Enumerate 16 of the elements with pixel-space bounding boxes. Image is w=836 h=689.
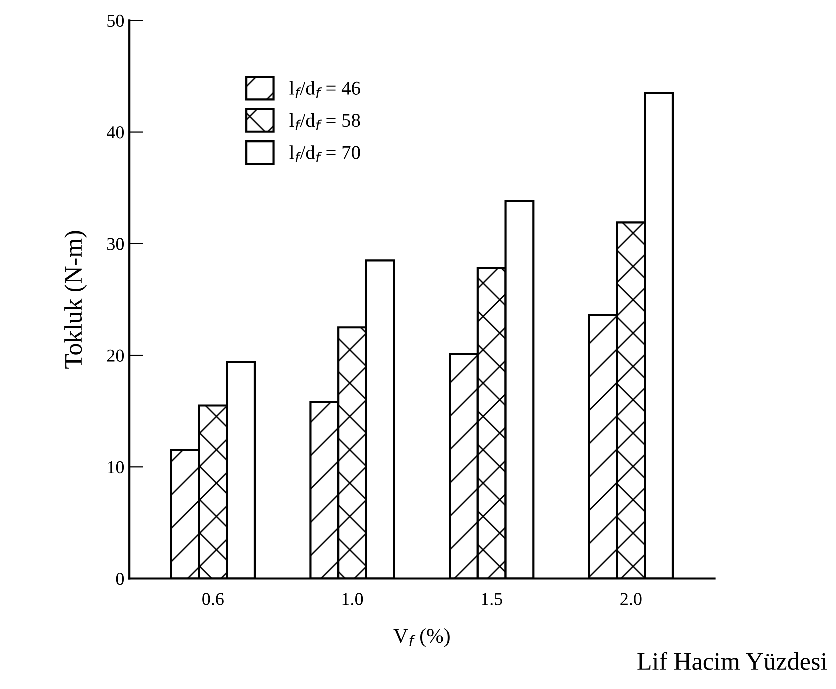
legend-label: l$_{f}$/d$_{f}$ = 46	[290, 81, 360, 98]
text: Lif Hacim Yüzdesi	[638, 652, 828, 670]
x-tick-label: 1.5	[482, 593, 502, 606]
y-tick-label: 0	[116, 573, 124, 586]
y-tick-label: 40	[107, 126, 124, 139]
x-tick-label: 2.0	[620, 593, 642, 606]
y-tick-label: 50	[108, 14, 124, 28]
y-axis-title: Tokluk (N-m)	[64, 231, 88, 369]
y-tick-label: 30	[108, 238, 124, 250]
x-tick-label: 0.6	[202, 593, 224, 606]
legend-label: l$_{f}$/d$_{f}$ = 58	[290, 114, 360, 130]
x-tick-label: 1.0	[342, 593, 364, 606]
x-axis-title: V$_{f}$ (%)	[394, 628, 450, 648]
y-tick-label: 20	[107, 350, 124, 362]
legend-label: l$_{f}$/d$_{f}$ = 70	[290, 146, 360, 162]
y-tick-label: 10	[108, 461, 124, 474]
